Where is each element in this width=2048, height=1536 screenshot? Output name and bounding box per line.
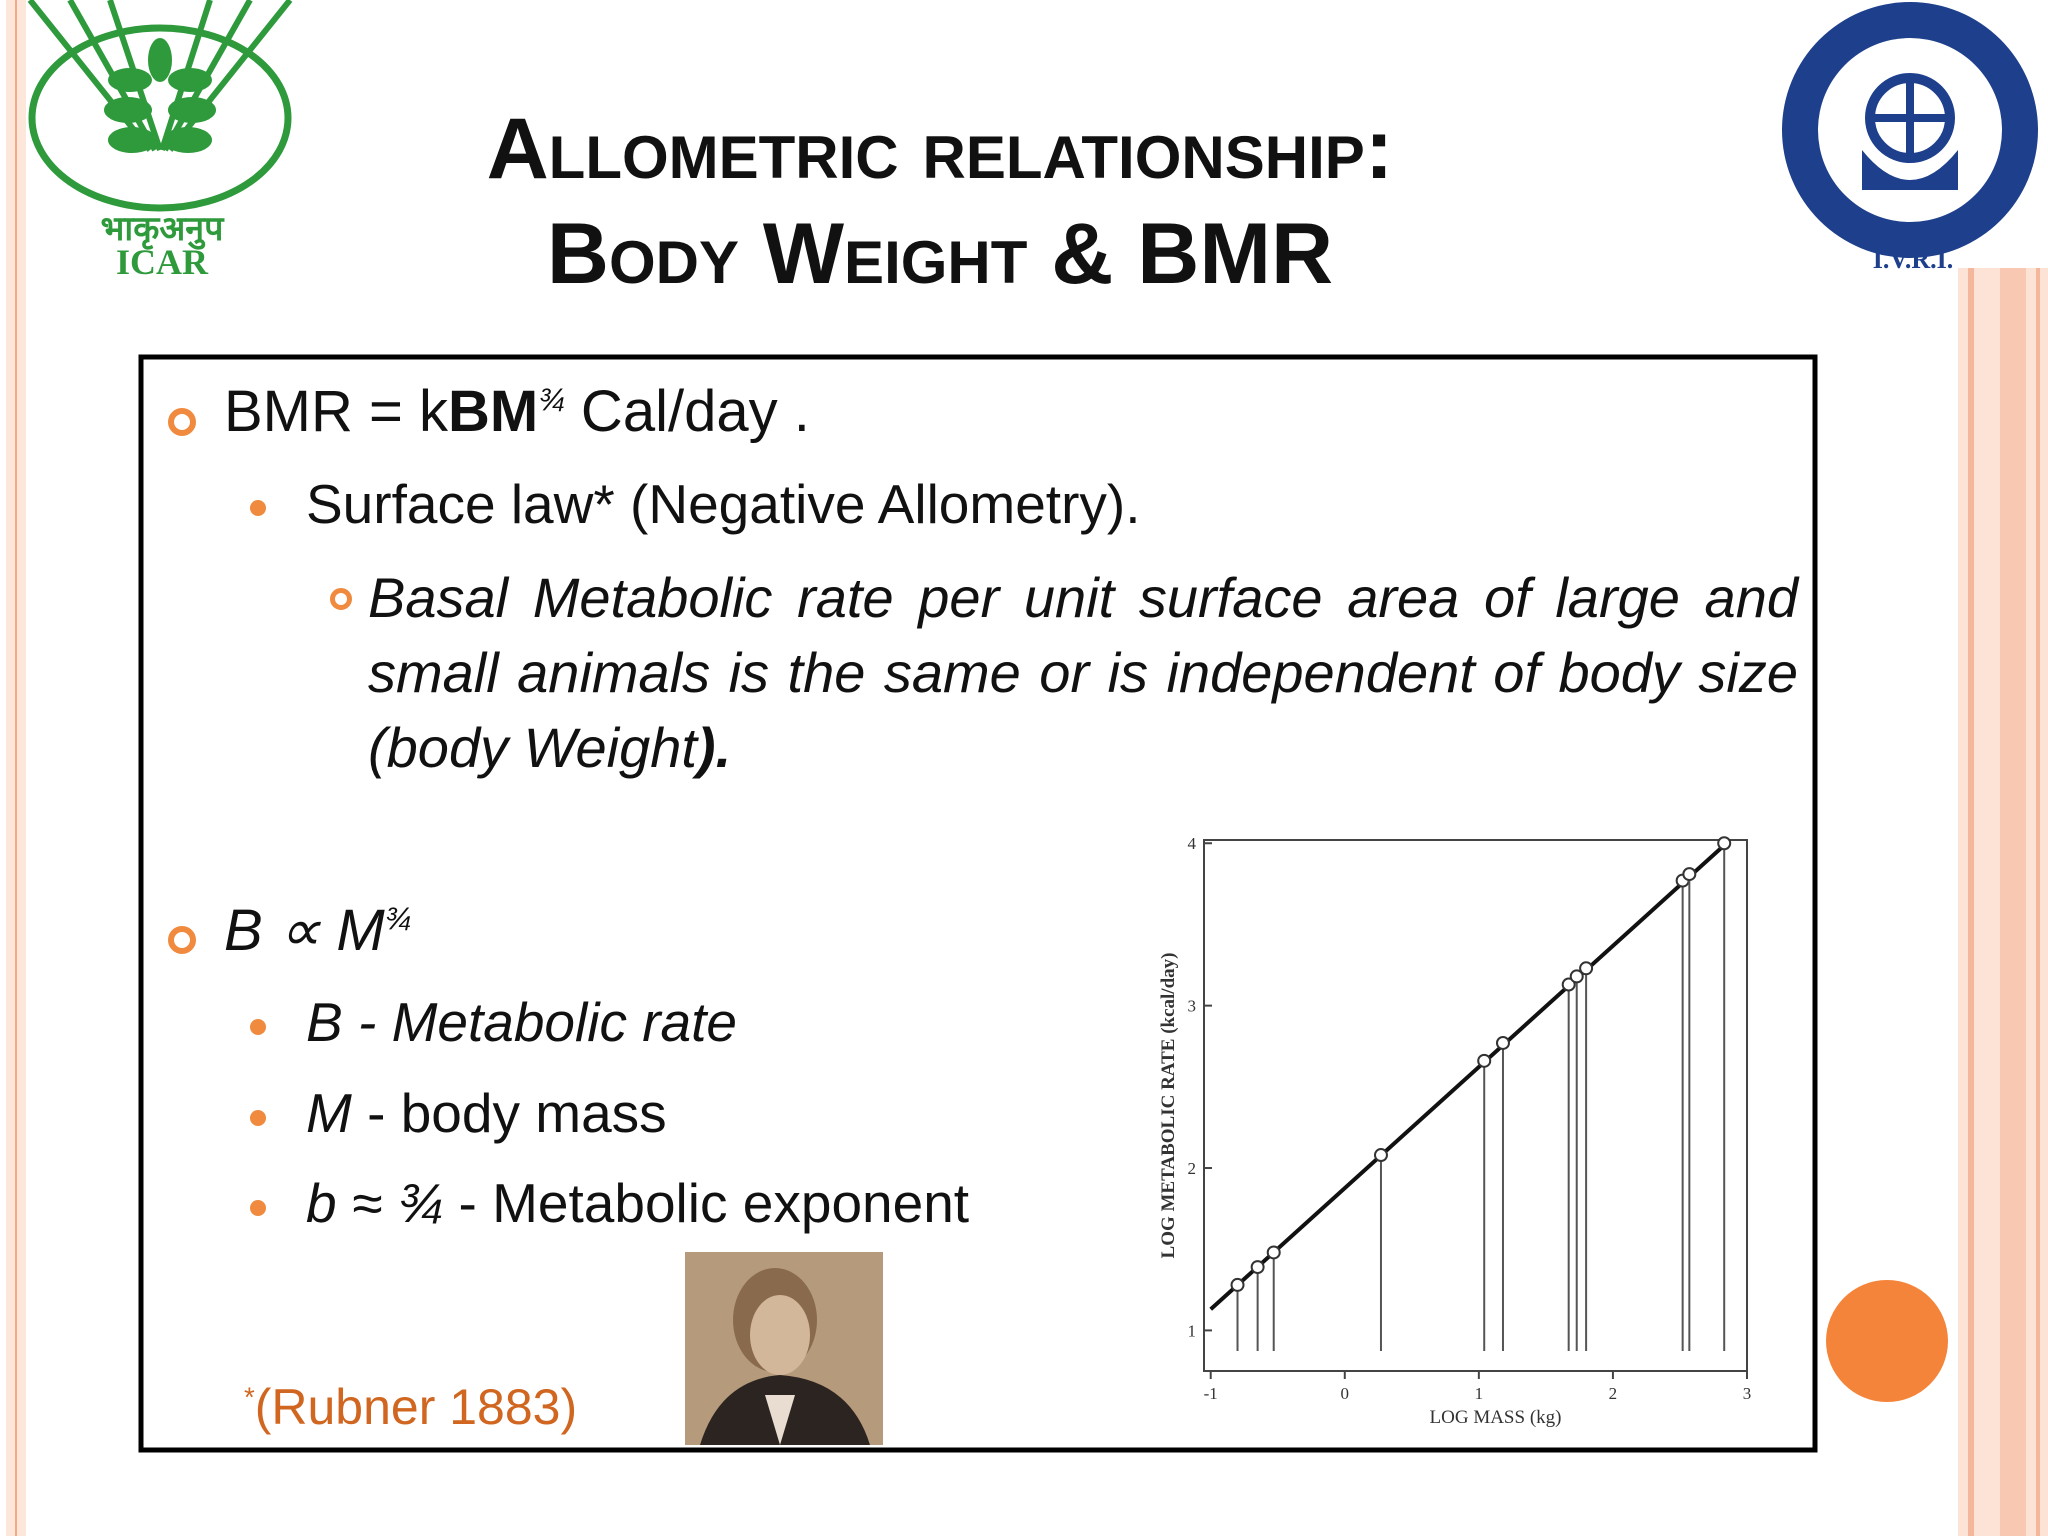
right-rule [2036,268,2040,1536]
text: ). [696,716,732,779]
text: BM [448,379,539,444]
bullet-text: M - body mass [306,1081,667,1145]
text: - body mass [351,1082,667,1144]
bullet-text: B - Metabolic rate [306,990,737,1054]
icar-logo: भाकृअनुप ICAR [27,0,293,282]
point [1495,1035,1510,1050]
bullet [250,1019,266,1035]
portrait [685,1252,883,1445]
decor-circle [1826,1280,1948,1402]
text: (Rubner 1883) [254,1379,578,1435]
text: M [306,1082,352,1144]
bullet-text: B ∝ M¾ [224,896,411,964]
x-tick-label: -1 [1204,1384,1218,1403]
x-axis-label: LOG MASS (kg) [1430,1407,1562,1428]
bullet-text: Surface law* (Negative Allometry). [306,473,1141,535]
point [1717,836,1732,851]
text: Cal/day . [564,379,810,444]
fit-line [1209,840,1730,1311]
x-tick-label: 2 [1609,1384,1618,1403]
y-axis-label: LOG METABOLIC RATE (kcal/day) [1158,953,1179,1259]
right-rule [1968,268,1974,1536]
bullet [250,500,266,516]
y-tick-label: 2 [1188,1159,1197,1178]
text: B [306,991,343,1053]
point [1373,1148,1388,1163]
bullet [250,1110,266,1126]
text: - Metabolic rate [342,991,738,1053]
bullet [330,588,352,610]
bullet [168,408,196,436]
text: b ≈ ¾ [306,1172,444,1234]
point [1250,1260,1265,1275]
right-rule [2000,268,2026,1536]
citation: *(Rubner 1883) [244,1378,577,1436]
point [1230,1277,1245,1292]
text: ¾ [538,381,565,418]
bullet [250,1200,266,1216]
bullet-text: BMR = kBM¾ Cal/day . [224,378,810,445]
plot-frame [1203,839,1748,1372]
x-tick-label: 3 [1743,1384,1752,1403]
ivri-logo: I.V.R.I. [1782,2,2038,274]
text: BMR = k [224,379,448,444]
bullet [168,926,196,954]
point [1579,961,1594,976]
text: * [244,1381,255,1413]
point [1561,977,1576,992]
content-box [138,354,1818,1453]
text: Basal Metabolic rate per unit surface ar… [368,566,1798,779]
title: Body Weight & BMR [546,206,1334,302]
logo-text: ICAR [116,242,209,282]
logo-text: भाकृअनुप [101,209,226,250]
y-tick-label: 3 [1188,997,1197,1016]
text: - Metabolic exponent [443,1172,970,1234]
text: ¾ [384,900,412,937]
y-tick-label: 4 [1188,834,1197,853]
point [1682,867,1697,882]
x-tick-label: 1 [1475,1384,1484,1403]
bullet-text: b ≈ ¾ - Metabolic exponent [306,1171,969,1235]
text: B ∝ M [224,898,385,963]
point [1477,1053,1492,1068]
point [1569,969,1584,984]
paragraph: Basal Metabolic rate per unit surface ar… [368,560,1798,785]
x-tick-label: 0 [1341,1384,1350,1403]
y-tick-label: 1 [1188,1321,1197,1340]
title: Allometric relationship: [486,101,1394,197]
logo-text: I.V.R.I. [1873,245,1953,274]
point [1266,1245,1281,1260]
